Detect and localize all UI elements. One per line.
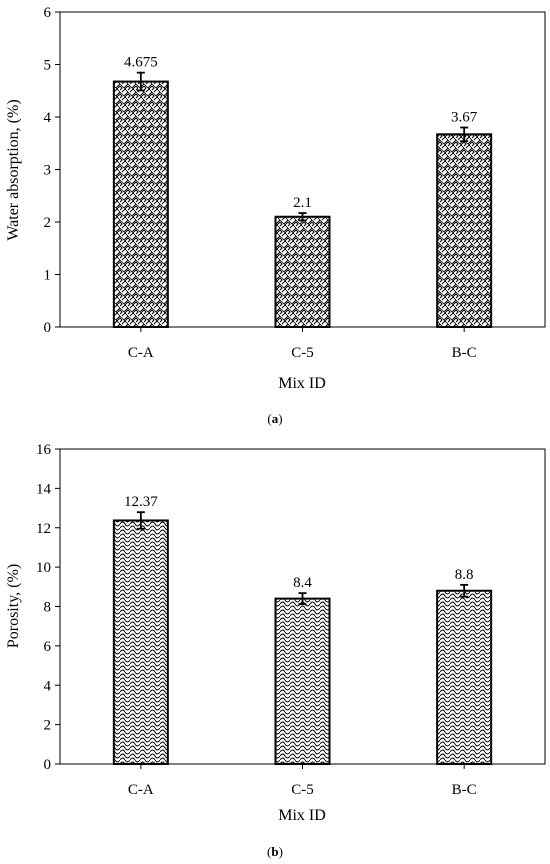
y-axis-a: 0 1 2 3 4 5 6	[44, 5, 60, 336]
bars-b	[112, 511, 493, 766]
y-tick-label: 6	[44, 639, 52, 655]
data-label-B-C: 8.8	[455, 567, 474, 583]
y-tick-label: 6	[44, 5, 52, 21]
y-tick-label: 4	[44, 110, 52, 126]
data-label-B-C: 3.67	[451, 110, 478, 126]
panel-label-a: (a)	[267, 411, 282, 426]
data-label-C-A: 12.37	[124, 494, 158, 510]
y-tick-label: 10	[36, 560, 51, 576]
y-tick-label: 4	[44, 678, 52, 694]
bar-C-5	[274, 597, 331, 765]
y-axis-title-a: Water absorption, (%)	[5, 99, 22, 240]
y-tick-label: 5	[44, 58, 52, 74]
data-labels-a: 4.675 2.1 3.67	[124, 55, 478, 211]
x-tick-labels-a: C-A C-5 B-C	[128, 327, 477, 361]
chart-panel-a: 0 1 2 3 4 5 6 4.675 2.1 3.67 C-A C-5 B-C Mix ID Wa…	[5, 5, 546, 426]
x-tick-label-C-A: C-A	[128, 782, 154, 798]
y-tick-label: 0	[44, 320, 52, 336]
bar-B-C	[436, 589, 493, 765]
data-labels-b: 12.37 8.4 8.8	[124, 494, 474, 591]
x-tick-label-B-C: B-C	[452, 345, 477, 361]
x-tick-label-C-5: C-5	[291, 782, 314, 798]
y-tick-label: 3	[44, 163, 52, 179]
data-label-C-A: 4.675	[124, 55, 158, 71]
x-tick-labels-b: C-A C-5 B-C	[128, 764, 477, 798]
bar-C-5	[274, 215, 331, 328]
y-tick-label: 2	[44, 215, 52, 231]
data-label-C-5: 8.4	[293, 575, 312, 591]
y-tick-label: 1	[44, 268, 52, 284]
y-tick-label: 12	[36, 521, 51, 537]
chart-panel-b: 0 2 4 6 8 10 12 14 16 12.37 8.4 8.8 C-A C-5 B-C Mix …	[5, 442, 546, 859]
y-tick-label: 14	[36, 481, 52, 497]
x-tick-label-B-C: B-C	[452, 782, 477, 798]
bar-C-A	[112, 80, 169, 328]
x-axis-title-a: Mix ID	[278, 375, 326, 392]
bar-B-C	[436, 133, 493, 328]
panel-label-b: (b)	[267, 844, 283, 859]
y-tick-label: 8	[44, 600, 52, 616]
y-axis-b: 0 2 4 6 8 10 12 14 16	[36, 442, 60, 773]
y-tick-label: 0	[44, 757, 52, 773]
bar-C-A	[112, 519, 169, 766]
y-axis-title-b: Porosity, (%)	[5, 564, 22, 648]
x-tick-label-C-A: C-A	[128, 345, 154, 361]
y-tick-label: 2	[44, 718, 52, 734]
x-axis-title-b: Mix ID	[278, 807, 326, 824]
x-tick-label-C-5: C-5	[291, 345, 314, 361]
y-tick-label: 16	[36, 442, 52, 458]
data-label-C-5: 2.1	[293, 195, 312, 211]
